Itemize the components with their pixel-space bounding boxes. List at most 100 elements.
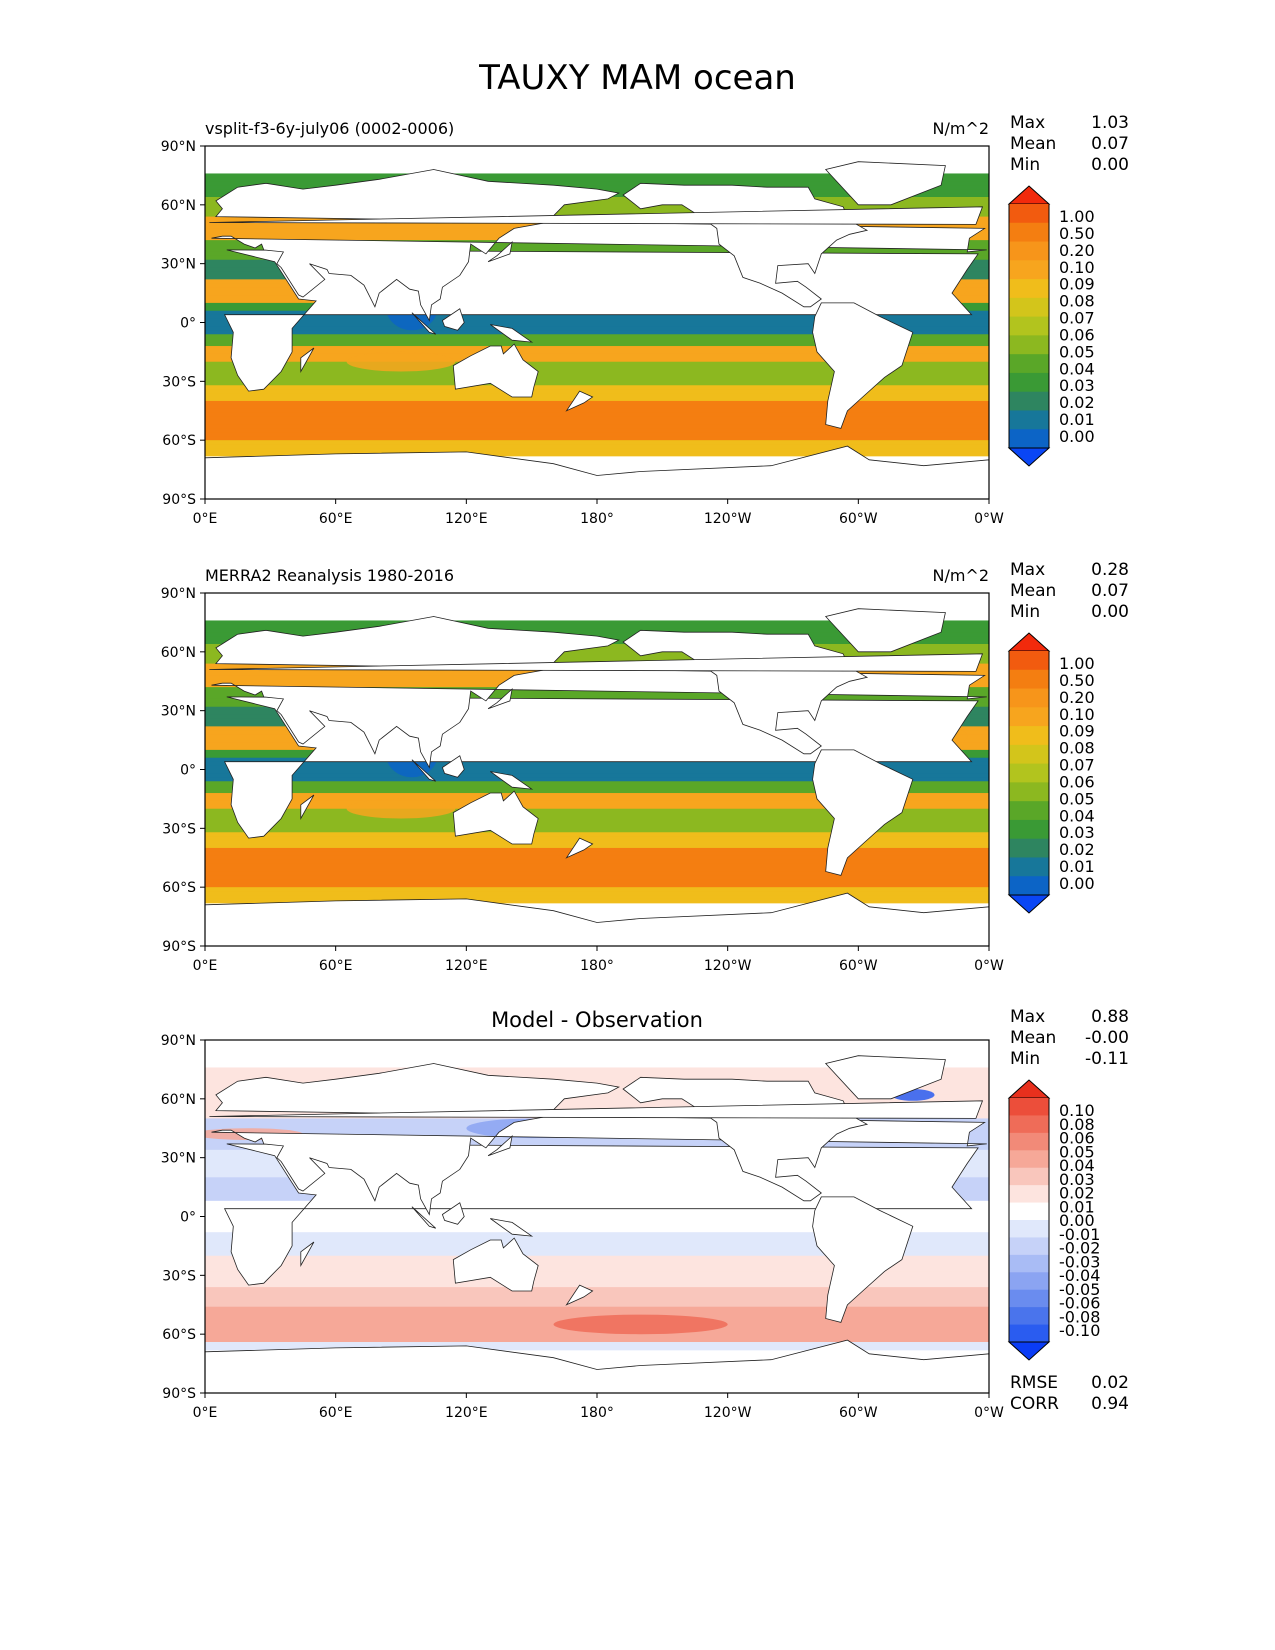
lat-tick-label: 0° — [180, 316, 196, 332]
colorbar-segment — [1009, 372, 1049, 393]
field-band — [205, 847, 989, 853]
field-band — [205, 314, 989, 320]
lat-tick-label: 90°N — [161, 586, 196, 602]
colorbar-label: 0.06 — [1059, 1129, 1095, 1148]
stat-value: 1.03 — [1091, 113, 1129, 133]
field-band — [205, 891, 989, 896]
colorbar-segment — [1009, 838, 1049, 859]
colorbar-label: 0.10 — [1059, 1101, 1095, 1120]
colorbar-label: -0.03 — [1059, 1252, 1100, 1271]
colorbar-segment — [1009, 1202, 1049, 1221]
colorbar-min-arrow — [1007, 894, 1051, 914]
field-band — [205, 691, 989, 696]
stat-label: Min — [1010, 602, 1040, 622]
colorbar-segment — [1009, 782, 1049, 802]
colorbar-segment — [1009, 316, 1049, 336]
field-band — [205, 808, 989, 814]
stat-value: 0.07 — [1091, 134, 1129, 154]
lat-tick-label: 90°N — [161, 1033, 196, 1049]
land-outline — [205, 445, 989, 499]
field-band — [205, 338, 989, 343]
field-band — [205, 400, 989, 406]
field-band — [205, 867, 989, 872]
field-band — [205, 369, 989, 374]
lon-tick-label: 120°W — [704, 511, 752, 527]
colorbar-label: 0.04 — [1059, 359, 1095, 378]
field-band — [205, 1342, 989, 1347]
colorbar-frame — [1008, 651, 1050, 895]
lat-tick-label: 0° — [180, 1210, 196, 1226]
stat-label: Min — [1010, 1049, 1040, 1069]
field-band — [205, 397, 989, 402]
colorbar-min-arrow — [1007, 1341, 1051, 1361]
field-band — [205, 824, 989, 829]
land-outline — [300, 1241, 315, 1268]
lon-tick-label: 120°E — [445, 1405, 488, 1421]
field-band — [205, 365, 989, 371]
field-band — [205, 173, 989, 178]
land-outline — [211, 616, 987, 769]
panel-title: Model - Observation — [491, 1008, 703, 1032]
field-band — [205, 1240, 989, 1245]
land-outline — [452, 343, 539, 398]
field-band — [205, 424, 989, 429]
land-outline — [441, 308, 465, 331]
colorbar-label: 0.03 — [1059, 823, 1095, 842]
colorbar-label: 0.05 — [1059, 789, 1095, 808]
field-band — [205, 785, 989, 790]
field-band — [205, 436, 989, 441]
field-band — [205, 181, 989, 186]
field-band — [205, 204, 989, 210]
field-band — [205, 769, 989, 774]
land-outline — [812, 302, 914, 429]
field-band — [205, 1220, 989, 1225]
field-band — [205, 840, 989, 845]
colorbar-label: 0.50 — [1059, 671, 1095, 690]
lon-tick-label: 0°E — [193, 958, 218, 974]
field-band — [205, 781, 989, 786]
lon-tick-label: 120°E — [445, 511, 488, 527]
map-field — [205, 161, 989, 499]
map-field — [205, 608, 989, 946]
land-outline — [487, 1135, 513, 1157]
colorbar-segment — [1009, 651, 1049, 671]
colorbar-segment — [1009, 1098, 1049, 1117]
colorbar-label: 0.00 — [1059, 874, 1095, 893]
land-outline — [824, 608, 946, 653]
field-band — [205, 420, 989, 425]
land-outline — [824, 1055, 946, 1100]
colorbar-segment — [1009, 204, 1049, 224]
field-band — [205, 1255, 989, 1261]
colorbar-label: 0.20 — [1059, 241, 1095, 260]
stat-value: -0.11 — [1085, 1049, 1129, 1069]
colorbar-segment — [1009, 1132, 1049, 1151]
land-outline — [209, 653, 984, 672]
stat-value: 0.07 — [1091, 581, 1129, 601]
land-outline — [565, 1284, 594, 1306]
colorbar-label: 0.08 — [1059, 292, 1095, 311]
colorbar-label: -0.05 — [1059, 1280, 1100, 1299]
colorbar-label: 0.00 — [1059, 1211, 1095, 1230]
colorbar-label: 1.00 — [1059, 207, 1095, 226]
colorbar-label: 0.01 — [1059, 857, 1095, 876]
field-band — [205, 789, 989, 794]
colorbar-segment — [1009, 1307, 1049, 1326]
field-band — [205, 851, 989, 857]
land-outline — [300, 347, 315, 374]
colorbar-segment — [1009, 1237, 1049, 1256]
field-band — [205, 1216, 989, 1221]
stat-label: Mean — [1010, 581, 1056, 601]
field-band — [205, 244, 989, 249]
colorbar-label: 0.08 — [1059, 739, 1095, 758]
field-band — [205, 765, 989, 770]
field-band — [205, 1075, 989, 1080]
field-band — [205, 346, 989, 351]
land-outline — [490, 771, 534, 790]
land-outline — [205, 1339, 989, 1393]
field-band — [205, 624, 989, 629]
field-band — [205, 451, 989, 457]
colorbar-label: 0.04 — [1059, 1156, 1095, 1175]
colorbar-label: 0.06 — [1059, 772, 1095, 791]
lon-tick-label: 0°E — [193, 1405, 218, 1421]
land-outline — [211, 1063, 987, 1216]
